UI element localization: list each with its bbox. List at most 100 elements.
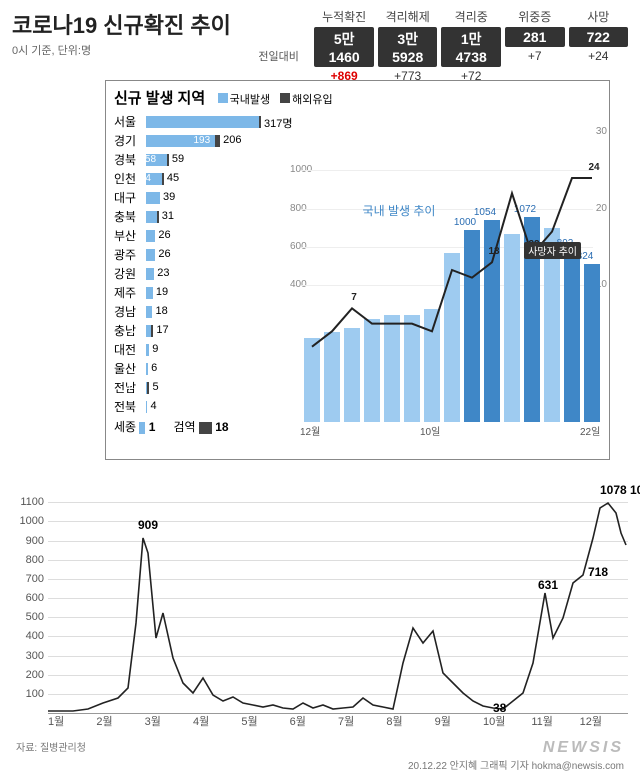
chart-annotation: 1097 — [630, 483, 640, 497]
y-tick: 700 — [26, 573, 44, 585]
region-total: 17 — [156, 324, 168, 336]
stat-value: 1만4738 — [441, 27, 501, 67]
region-total: 6 — [151, 362, 157, 374]
legend-foreign: 해외유입 — [280, 91, 332, 107]
region-row: 충북3031 — [114, 207, 294, 226]
x-tick: 2월 — [96, 713, 112, 729]
region-bar: 39 — [146, 191, 294, 205]
death-annot: 13 — [474, 246, 514, 257]
x-tick: 11월 — [531, 713, 553, 729]
region-row: 대구 39 — [114, 188, 294, 207]
region-name: 부산 — [114, 227, 146, 244]
region-total: 18 — [215, 420, 228, 434]
region-name: 검역 — [173, 420, 195, 434]
region-bar: 9 — [146, 343, 294, 357]
region-row: 인천4445 — [114, 169, 294, 188]
region-name: 세종 — [114, 420, 136, 434]
swatch-foreign — [280, 93, 290, 103]
region-bar: 4 — [146, 400, 294, 414]
stat-label: 격리중 — [455, 8, 488, 25]
region-name: 광주 — [114, 246, 146, 263]
footer-right: NEWSIS 20.12.22 안지혜 그래픽 기자 hokma@newsis.… — [408, 739, 624, 772]
x-tick: 9월 — [435, 713, 451, 729]
stat-label: 위중증 — [518, 8, 551, 25]
region-bar: 26 — [146, 229, 294, 243]
region-row: 전북4 — [114, 397, 294, 416]
region-row: 서울317명 — [114, 112, 294, 131]
chart-annotation: 718 — [588, 565, 608, 579]
region-total: 9 — [152, 343, 158, 355]
region-name: 서울 — [114, 113, 146, 130]
region-row: 울산 6 — [114, 359, 294, 378]
region-row: 대전 9 — [114, 340, 294, 359]
region-row: 경남18 — [114, 302, 294, 321]
y-tick: 1000 — [20, 515, 44, 527]
region-name: 대구 — [114, 189, 146, 206]
region-name: 전북 — [114, 398, 146, 415]
y-tick: 400 — [26, 630, 44, 642]
y-tick: 200 — [26, 669, 44, 681]
mini-trend-label: 국내 발생 추이 — [354, 202, 444, 219]
region-bar: 6 — [146, 362, 294, 376]
region-bar: 18 — [146, 305, 294, 319]
y-tick: 1100 — [20, 496, 44, 508]
region-bar: 5859 — [146, 153, 294, 167]
stat-value: 3만5928 — [378, 27, 438, 67]
x-tick: 12월 — [580, 713, 602, 729]
mini-death-label: 사망자 추이 — [524, 242, 581, 259]
region-row: 충남1517 — [114, 321, 294, 340]
region-total: 23 — [157, 267, 169, 279]
chart-annotation: 909 — [138, 518, 158, 532]
region-name: 경남 — [114, 303, 146, 320]
region-bar: 3031 — [146, 210, 294, 224]
x-tick: 5월 — [241, 713, 257, 729]
inset-panel: 신규 발생 지역 국내발생 해외유입 서울317명경기193206경북5859인… — [105, 80, 610, 460]
region-name: 경기 — [114, 132, 146, 149]
y-tick: 100 — [26, 688, 44, 700]
delta-prefix: 전일대비 — [258, 48, 302, 64]
trend-line-svg — [48, 483, 628, 713]
subtitle: 0시 기준, 단위:명 — [12, 42, 231, 58]
region-total: 5 — [152, 381, 158, 393]
legend-domestic: 국내발생 — [218, 91, 270, 107]
swatch-domestic — [218, 93, 228, 103]
mini-xlabel: 10일 — [420, 423, 440, 438]
chart-annotation: 1078 — [600, 483, 627, 497]
y-tick: 500 — [26, 611, 44, 623]
inset-mini-chart: 4006008001000102030100010541072892824713… — [294, 112, 601, 452]
stat-col: 격리해제3만5928+773 — [378, 8, 438, 83]
region-name: 대전 — [114, 341, 146, 358]
region-name: 울산 — [114, 360, 146, 377]
stat-value: 5만1460 — [314, 27, 374, 67]
region-total: 206 — [223, 134, 241, 146]
mini-xlabel: 12월 — [300, 423, 320, 438]
stat-label: 누적확진 — [322, 8, 366, 25]
x-axis: 1월2월3월4월5월6월7월8월9월10월11월12월 — [48, 713, 628, 733]
stat-label: 격리해제 — [386, 8, 430, 25]
x-tick: 6월 — [290, 713, 306, 729]
header-row: 코로나19 신규확진 추이 0시 기준, 단위:명 전일대비누적확진5만1460… — [12, 8, 628, 83]
y-axis: 10020030040050060070080090010001100 — [12, 483, 48, 713]
region-bar: 45 — [146, 381, 294, 395]
region-row: 전남45 — [114, 378, 294, 397]
region-row: 부산26 — [114, 226, 294, 245]
region-bar: 26 — [146, 248, 294, 262]
region-row: 경기193206 — [114, 131, 294, 150]
inset-legend: 국내발생 해외유입 — [218, 91, 333, 107]
region-bar: 1517 — [146, 324, 294, 338]
region-total: 39 — [163, 191, 175, 203]
plot-area: 9096313871810781097926869 — [48, 483, 628, 713]
x-tick: 3월 — [145, 713, 161, 729]
x-tick: 10월 — [483, 713, 505, 729]
inset-title: 신규 발생 지역 — [114, 87, 205, 108]
main-chart: 10020030040050060070080090010001100 9096… — [12, 483, 628, 733]
stat-col: 누적확진5만1460+869 — [314, 8, 374, 83]
stat-col: 사망722+24 — [569, 8, 629, 83]
x-tick: 4월 — [193, 713, 209, 729]
x-tick: 8월 — [386, 713, 402, 729]
y-tick: 300 — [26, 650, 44, 662]
region-name: 제주 — [114, 284, 146, 301]
region-total: 26 — [158, 248, 170, 260]
source-text: 자료: 질병관리청 — [16, 739, 86, 772]
region-total: 19 — [156, 286, 168, 298]
